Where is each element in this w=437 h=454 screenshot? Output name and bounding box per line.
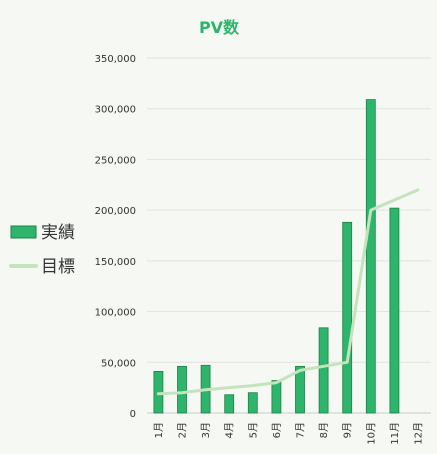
x-tick-label: 7月 [295, 422, 307, 438]
y-axis: 0 50,000 100,000 150,000 200,000 250,000 300,0… [95, 54, 136, 420]
bar-9月 [342, 221, 353, 414]
bar-8月 [318, 327, 329, 414]
x-tick-label: 9月 [342, 422, 354, 438]
x-tick-label: 11月 [389, 422, 401, 445]
y-tick-label: 150,000 [95, 257, 136, 268]
y-tick-label: 200,000 [95, 206, 136, 217]
y-tick-label: 350,000 [95, 54, 136, 65]
y-tick-label: 0 [130, 409, 136, 420]
target-line [156, 188, 420, 396]
x-tick-label: 6月 [271, 422, 283, 438]
x-tick-label: 1月 [153, 422, 165, 438]
x-tick-label: 12月 [413, 422, 425, 445]
bar-4月 [224, 394, 235, 414]
y-tick-label: 100,000 [95, 308, 136, 319]
x-tick-label: 4月 [224, 422, 236, 438]
legend: 実績 目標 [9, 223, 75, 277]
bar-7月 [295, 365, 305, 414]
x-tick-label: 5月 [247, 422, 259, 438]
y-tick-label: 300,000 [95, 105, 136, 116]
bar-6月 [271, 380, 282, 414]
x-tick-label: 3月 [200, 422, 212, 438]
y-tick-label: 250,000 [95, 155, 136, 166]
bar-10月 [365, 99, 376, 414]
grid-lines [147, 57, 431, 414]
target-line-series [156, 188, 420, 396]
x-tick-label: 2月 [177, 422, 189, 438]
legend-label-bar: 実績 [41, 223, 75, 243]
bar-series [153, 99, 400, 414]
bar-5月 [247, 392, 258, 414]
x-axis: 1月 2月 3月 4月 5月 6月 7月 8月 9月 10月 11月 12月 [153, 422, 425, 445]
legend-swatch-bar [10, 225, 37, 239]
x-tick-label: 8月 [318, 422, 330, 438]
x-tick-label: 10月 [365, 422, 377, 445]
y-tick-label: 50,000 [101, 358, 136, 369]
chart-title: PV数 [199, 18, 240, 37]
legend-label-line: 目標 [41, 257, 75, 277]
bar-11月 [389, 207, 400, 414]
bar-2月 [177, 365, 187, 414]
